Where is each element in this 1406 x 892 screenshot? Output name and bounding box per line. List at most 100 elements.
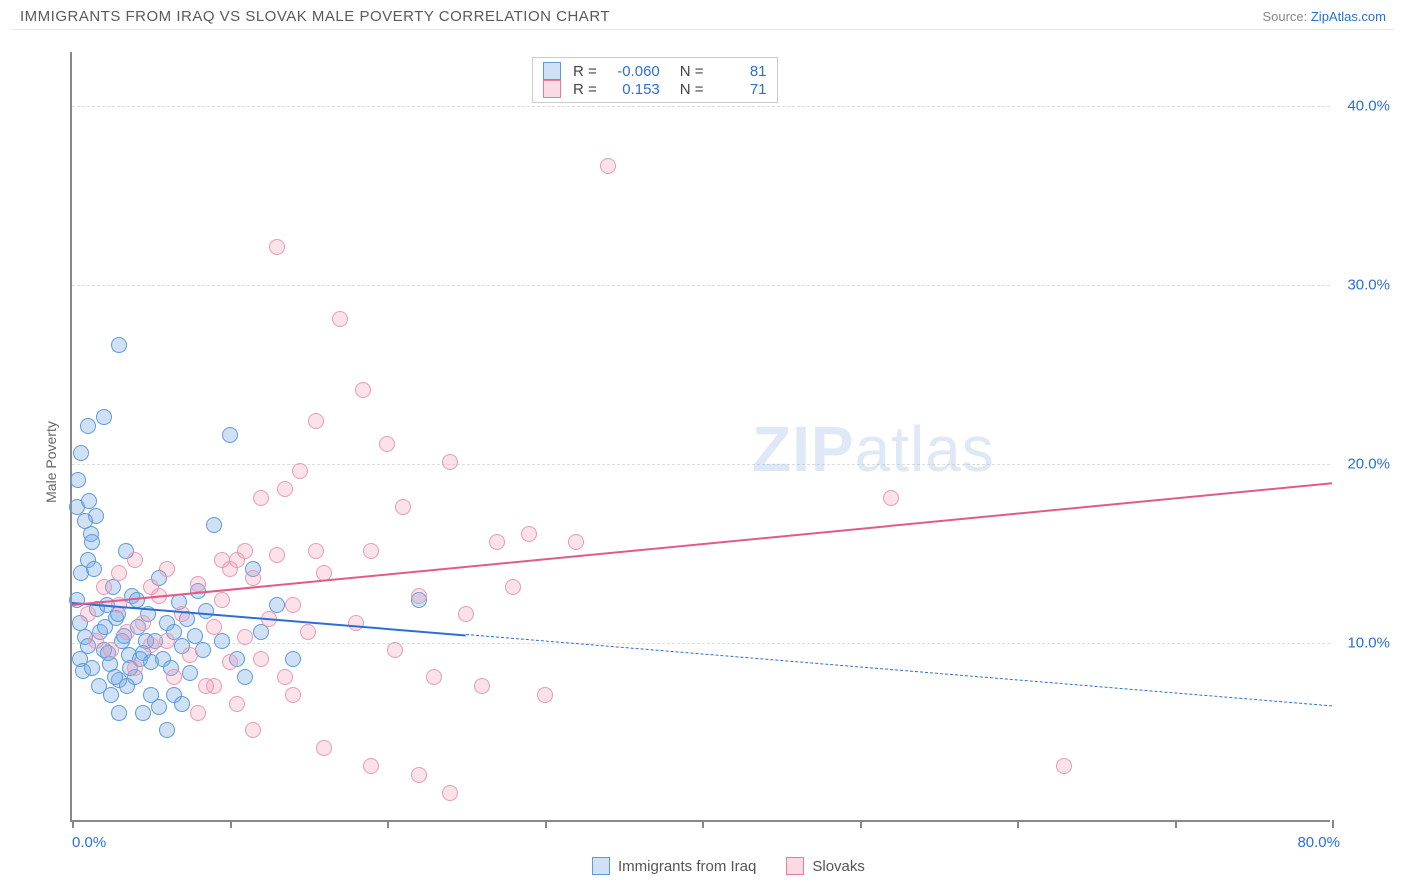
data-point-slovaks — [253, 490, 269, 506]
ytick-label: 20.0% — [1347, 455, 1390, 472]
data-point-slovaks — [411, 767, 427, 783]
legend-swatch — [786, 857, 804, 875]
data-point-iraq — [73, 445, 89, 461]
xtick-label: 80.0% — [1297, 834, 1340, 851]
ytick-label: 10.0% — [1347, 634, 1390, 651]
data-point-slovaks — [883, 490, 899, 506]
data-point-slovaks — [269, 547, 285, 563]
data-point-iraq — [84, 660, 100, 676]
plot-region: 10.0%20.0%30.0%40.0%0.0%80.0%ZIPatlasR =… — [70, 52, 1330, 822]
data-point-slovaks — [127, 552, 143, 568]
legend-swatch — [543, 80, 561, 98]
data-point-iraq — [198, 603, 214, 619]
legend-item: Slovaks — [786, 857, 865, 875]
data-point-slovaks — [182, 647, 198, 663]
gridline — [72, 106, 1330, 107]
data-point-iraq — [151, 699, 167, 715]
data-point-slovaks — [537, 687, 553, 703]
data-point-slovaks — [245, 570, 261, 586]
data-point-slovaks — [285, 687, 301, 703]
trend-line — [466, 634, 1332, 706]
data-point-iraq — [84, 534, 100, 550]
data-point-iraq — [91, 678, 107, 694]
data-point-slovaks — [80, 606, 96, 622]
data-point-slovaks — [111, 565, 127, 581]
data-point-slovaks — [316, 740, 332, 756]
xtick — [545, 820, 547, 828]
legend-swatch — [592, 857, 610, 875]
chart-area: Male Poverty 10.0%20.0%30.0%40.0%0.0%80.… — [20, 42, 1386, 882]
data-point-slovaks — [214, 552, 230, 568]
ytick-label: 40.0% — [1347, 97, 1390, 114]
source-link[interactable]: ZipAtlas.com — [1311, 9, 1386, 24]
gridline — [72, 643, 1330, 644]
xtick-label: 0.0% — [72, 834, 106, 851]
xtick — [1017, 820, 1019, 828]
xtick — [230, 820, 232, 828]
data-point-slovaks — [88, 633, 104, 649]
data-point-slovaks — [379, 436, 395, 452]
data-point-iraq — [159, 722, 175, 738]
data-point-slovaks — [190, 705, 206, 721]
data-point-slovaks — [96, 579, 112, 595]
xtick — [72, 820, 74, 828]
data-point-iraq — [97, 619, 113, 635]
n-value: 81 — [712, 63, 767, 80]
data-point-slovaks — [348, 615, 364, 631]
data-point-slovaks — [229, 696, 245, 712]
data-point-slovaks — [135, 615, 151, 631]
legend-stats: R =-0.060N =81R =0.153N =71 — [532, 57, 778, 103]
data-point-slovaks — [206, 619, 222, 635]
legend-row: R =0.153N =71 — [543, 80, 767, 98]
data-point-slovaks — [174, 606, 190, 622]
legend-row: R =-0.060N =81 — [543, 62, 767, 80]
data-point-slovaks — [426, 669, 442, 685]
n-label: N = — [680, 81, 704, 98]
data-point-slovaks — [308, 543, 324, 559]
data-point-slovaks — [505, 579, 521, 595]
xtick — [1332, 820, 1334, 828]
data-point-iraq — [77, 513, 93, 529]
xtick — [702, 820, 704, 828]
legend-series: Immigrants from Iraq Slovaks — [592, 857, 865, 875]
data-point-slovaks — [245, 722, 261, 738]
data-point-iraq — [70, 472, 86, 488]
data-point-iraq — [111, 705, 127, 721]
data-point-iraq — [80, 418, 96, 434]
data-point-slovaks — [206, 678, 222, 694]
data-point-slovaks — [277, 481, 293, 497]
data-point-slovaks — [395, 499, 411, 515]
ytick-label: 30.0% — [1347, 276, 1390, 293]
data-point-slovaks — [363, 758, 379, 774]
legend-swatch — [543, 62, 561, 80]
watermark: ZIPatlas — [752, 412, 995, 486]
legend-label: Immigrants from Iraq — [618, 858, 756, 875]
data-point-slovaks — [411, 588, 427, 604]
data-point-slovaks — [300, 624, 316, 640]
data-point-iraq — [96, 409, 112, 425]
data-point-iraq — [86, 561, 102, 577]
data-point-slovaks — [285, 597, 301, 613]
data-point-iraq — [206, 517, 222, 533]
data-point-slovaks — [387, 642, 403, 658]
data-point-slovaks — [458, 606, 474, 622]
legend-label: Slovaks — [812, 858, 865, 875]
n-label: N = — [680, 63, 704, 80]
data-point-slovaks — [442, 454, 458, 470]
data-point-slovaks — [568, 534, 584, 550]
data-point-slovaks — [166, 669, 182, 685]
data-point-slovaks — [269, 239, 285, 255]
data-point-iraq — [222, 427, 238, 443]
gridline — [72, 464, 1330, 465]
data-point-slovaks — [489, 534, 505, 550]
legend-item: Immigrants from Iraq — [592, 857, 756, 875]
data-point-slovaks — [277, 669, 293, 685]
data-point-slovaks — [363, 543, 379, 559]
data-point-slovaks — [143, 637, 159, 653]
data-point-iraq — [174, 696, 190, 712]
data-point-slovaks — [159, 633, 175, 649]
xtick — [860, 820, 862, 828]
data-point-iraq — [214, 633, 230, 649]
data-point-iraq — [81, 493, 97, 509]
data-point-slovaks — [119, 624, 135, 640]
